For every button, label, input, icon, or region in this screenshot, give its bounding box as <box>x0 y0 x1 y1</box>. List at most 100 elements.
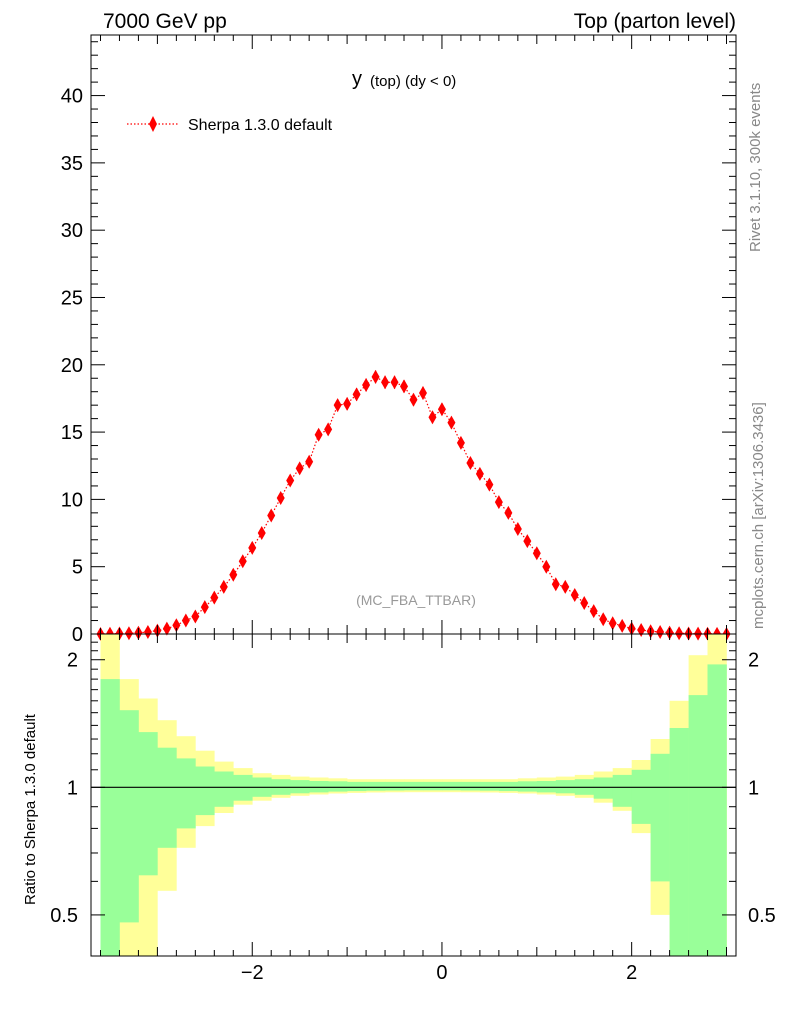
ratio-band-green <box>479 781 500 791</box>
ratio-y-tick-label-right: 1 <box>748 777 759 799</box>
ratio-band-green <box>536 781 557 793</box>
data-point-marker <box>124 626 133 641</box>
ratio-band-green <box>423 781 443 791</box>
header-process-label: Top (parton level) <box>574 10 736 33</box>
ratio-band-green <box>707 664 727 956</box>
ratio-band-green <box>214 771 234 807</box>
data-point-marker <box>599 612 608 627</box>
data-point-marker <box>371 369 380 384</box>
data-point-marker <box>267 508 276 523</box>
ratio-y-axis-label: Ratio to Sherpa 1.3.0 default <box>22 713 39 905</box>
main-y-tick-label: 30 <box>61 220 83 242</box>
data-point-marker <box>580 596 589 611</box>
data-point-marker <box>257 526 266 541</box>
ratio-band-green <box>176 758 196 829</box>
data-point-marker <box>656 624 665 639</box>
analysis-watermark: (MC_FBA_TTBAR) <box>356 592 476 608</box>
ratio-band-green <box>309 781 329 793</box>
ratio-x-tick-label: 0 <box>436 962 447 984</box>
rivet-version-label: Rivet 3.1.10, 300k events <box>747 83 764 252</box>
legend: Sherpa 1.3.0 default <box>127 116 333 134</box>
ratio-band-green <box>650 753 670 882</box>
ratio-band-green <box>119 710 139 923</box>
data-point-marker <box>400 379 409 394</box>
data-point-marker <box>589 604 598 619</box>
data-point-marker <box>200 600 209 615</box>
data-point-marker <box>437 402 446 417</box>
data-point-marker <box>570 587 579 602</box>
data-point-marker <box>191 609 200 624</box>
data-point-marker <box>523 534 532 549</box>
legend-marker <box>149 116 157 132</box>
ratio-y-tick-label-left: 2 <box>67 650 78 672</box>
data-point-marker <box>343 396 352 411</box>
data-point-marker <box>352 387 361 402</box>
data-point-marker <box>324 422 333 437</box>
data-point-marker <box>504 505 513 520</box>
main-axes: 0 5 10 15 20 25 30 35 40 <box>61 35 736 646</box>
ratio-band-green <box>347 781 367 792</box>
ratio-band-green <box>517 781 538 792</box>
data-point-marker <box>618 618 627 633</box>
plot-title-main: y <box>352 68 362 90</box>
data-point-marker <box>295 461 304 476</box>
data-point-marker <box>485 477 494 492</box>
data-point-marker <box>466 456 475 471</box>
data-point-marker <box>381 375 390 390</box>
ratio-band-green <box>669 728 689 956</box>
ratio-y-tick-label-right: 0.5 <box>748 905 776 927</box>
data-point-marker <box>532 546 541 561</box>
ratio-plot-content <box>91 634 736 956</box>
data-point-marker <box>428 410 437 425</box>
ratio-band-green <box>688 695 708 956</box>
plot-title-sub: (top) (dy < 0) <box>370 73 456 90</box>
ratio-band-green <box>100 679 120 956</box>
ratio-panel: 0.5 0.5 1 1 2 2 −2 0 2 Ratio to Sherpa 1.3.0 def… <box>22 633 776 984</box>
header-energy-label: 7000 GeV pp <box>103 10 227 33</box>
data-point-marker <box>286 473 295 488</box>
ratio-band-green <box>366 781 386 791</box>
main-y-tick-label: 20 <box>61 355 83 377</box>
ratio-band-green <box>460 781 481 791</box>
data-point-marker <box>456 435 465 450</box>
data-point-marker <box>608 616 617 631</box>
ratio-axes: 0.5 0.5 1 1 2 2 −2 0 2 <box>50 634 776 984</box>
data-point-marker <box>362 377 371 392</box>
data-point-marker <box>494 495 503 510</box>
data-point-marker <box>143 624 152 639</box>
main-y-tick-label: 25 <box>61 287 83 309</box>
ratio-band-green <box>138 732 158 876</box>
ratio-panel-frame <box>90 633 737 957</box>
main-plot-content <box>96 369 731 641</box>
ratio-band-green <box>328 781 348 792</box>
mcplots-reference-label: mcplots.cern.ch [arXiv:1306.3436] <box>750 402 767 629</box>
ratio-x-tick-label: 2 <box>626 962 637 984</box>
ratio-x-tick-label: −2 <box>241 962 264 984</box>
data-point-marker <box>172 618 181 633</box>
ratio-band-green <box>631 769 651 824</box>
data-point-marker <box>248 540 257 555</box>
data-point-marker <box>181 613 190 628</box>
data-point-marker <box>551 577 560 592</box>
data-point-marker <box>409 392 418 407</box>
data-point-marker <box>276 491 285 506</box>
data-point-marker <box>418 386 427 401</box>
data-point-marker <box>447 415 456 430</box>
main-y-tick-label: 0 <box>72 624 83 646</box>
data-point-marker <box>542 559 551 574</box>
main-y-tick-label: 10 <box>61 489 83 511</box>
ratio-band-green <box>612 774 632 807</box>
main-y-tick-label: 35 <box>61 153 83 175</box>
ratio-y-tick-label-right: 2 <box>748 650 759 672</box>
data-point-marker <box>675 626 684 641</box>
ratio-band-green <box>195 766 215 816</box>
main-y-tick-label: 40 <box>61 86 83 108</box>
data-point-marker <box>314 427 323 442</box>
ratio-y-tick-label-left: 1 <box>67 777 78 799</box>
main-panel: 0 5 10 15 20 25 30 35 40 y (top) (dy < 0) (MC_FB… <box>61 34 737 646</box>
data-point-marker <box>390 375 399 390</box>
ratio-band-green <box>498 781 519 792</box>
data-point-marker <box>219 579 228 594</box>
ratio-band-green <box>404 781 424 791</box>
